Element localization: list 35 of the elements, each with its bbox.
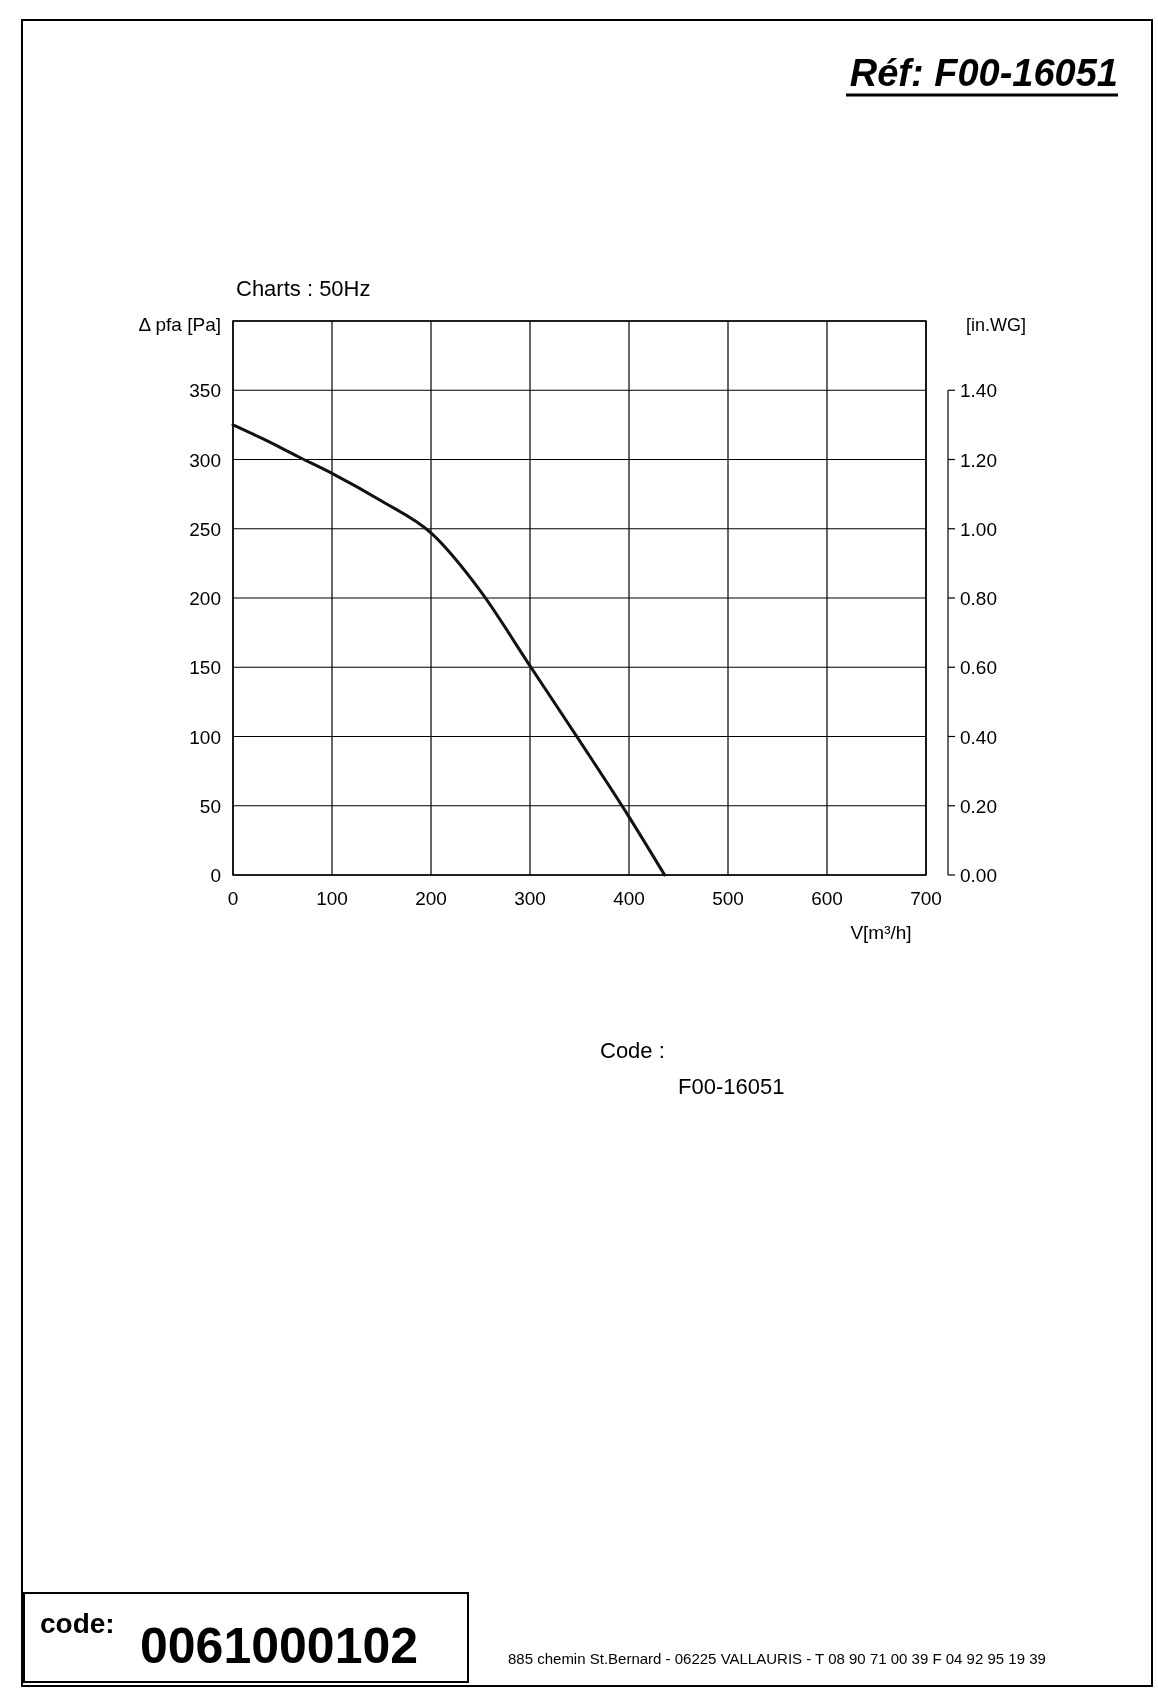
y-tick-label: 50 <box>199 795 221 817</box>
x-axis-title: V[m³/h] <box>850 922 912 943</box>
y-tick-label: 250 <box>189 518 221 540</box>
y2-tick-label: 0.00 <box>960 865 997 886</box>
y2-tick-label: 0.60 <box>960 657 997 679</box>
y2-tick-label: 1.20 <box>960 449 997 471</box>
line-series <box>231 423 667 877</box>
x-tick-label: 400 <box>613 888 645 909</box>
x-tick-label: 700 <box>910 888 942 909</box>
text: F00-16051 <box>678 1074 785 1099</box>
y2-tick-label: 1.40 <box>960 380 997 402</box>
x-tick-label: 100 <box>316 888 348 909</box>
text: Code : <box>600 1038 665 1063</box>
y-tick-label: 350 <box>189 380 221 402</box>
text: Réf: F00-16051 <box>849 52 1118 94</box>
x-tick-label: 300 <box>514 888 546 909</box>
x-tick-label: 500 <box>712 888 744 909</box>
y-tick-label: 0 <box>210 865 221 886</box>
chart-title: Charts : 50Hz <box>236 276 371 301</box>
y-tick-label: 100 <box>189 726 221 748</box>
y2-tick-label: 0.40 <box>960 726 997 748</box>
y-tick-label: 150 <box>189 657 221 679</box>
y2-tick-label: 0.80 <box>960 588 997 609</box>
y-axis-title: Δ pfa [Pa] <box>138 314 221 335</box>
text: 0061000102 <box>140 1618 419 1674</box>
x-tick-label: 0 <box>227 888 239 909</box>
y-tick-label: 300 <box>189 449 221 471</box>
text: 885 chemin St.Bernard - 06225 VALLAURIS - T 08 90 71 00 39 F 04 92 95 19 39 <box>508 1650 1046 1667</box>
y2-tick-label: 0.20 <box>960 795 997 817</box>
y2-tick-label: 1.00 <box>960 518 997 540</box>
x-tick-label: 600 <box>811 888 843 909</box>
y2-axis-title: [in.WG] <box>965 315 1027 335</box>
x-tick-label: 200 <box>415 888 447 909</box>
text: code: <box>40 1608 115 1639</box>
y-tick-label: 200 <box>189 588 221 609</box>
